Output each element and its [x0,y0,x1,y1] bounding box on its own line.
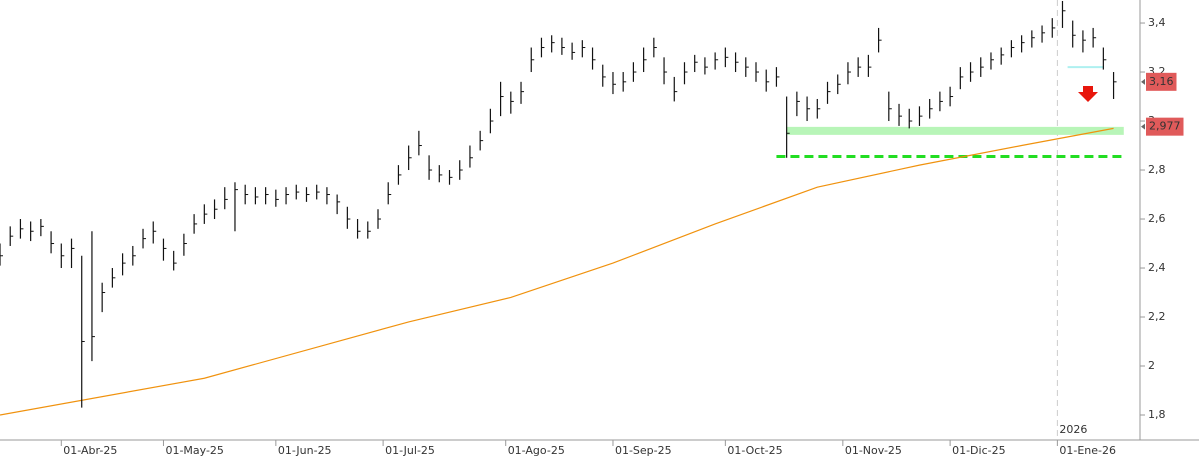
y-tick-label: 2 [1148,359,1155,372]
x-tick-label: 01-Ene-26 [1059,444,1116,457]
price-box [1146,117,1184,136]
moving-average [0,127,1114,416]
price-pointer [1141,78,1145,85]
price-label: 2,977 [1149,120,1181,133]
y-tick-label: 2,4 [1148,261,1166,274]
y-tick-label: 3,4 [1148,16,1166,29]
x-tick-label: 01-Sep-25 [615,444,672,457]
x-tick-label: 01-Dic-25 [952,444,1006,457]
x-tick-label: 01-Abr-25 [63,444,117,457]
price-box [1146,72,1177,91]
price-label: 3,16 [1149,75,1174,88]
y-tick-label: 2,2 [1148,310,1166,323]
x-tick-label: 01-Jul-25 [385,444,435,457]
y-tick-label: 2,6 [1148,212,1166,225]
down-arrow [1078,86,1098,102]
x-tick-label: 01-Nov-25 [845,444,902,457]
x-tick-label: 01-Ago-25 [508,444,565,457]
x-tick-label: 01-May-25 [165,444,223,457]
y-tick-label: 2,8 [1148,163,1166,176]
year-label: 2026 [1059,423,1087,436]
x-tick-label: 01-Oct-25 [727,444,782,457]
x-tick-label: 01-Jun-25 [278,444,332,457]
y-tick-label: 1,8 [1148,408,1166,421]
price-pointer [1141,123,1145,130]
